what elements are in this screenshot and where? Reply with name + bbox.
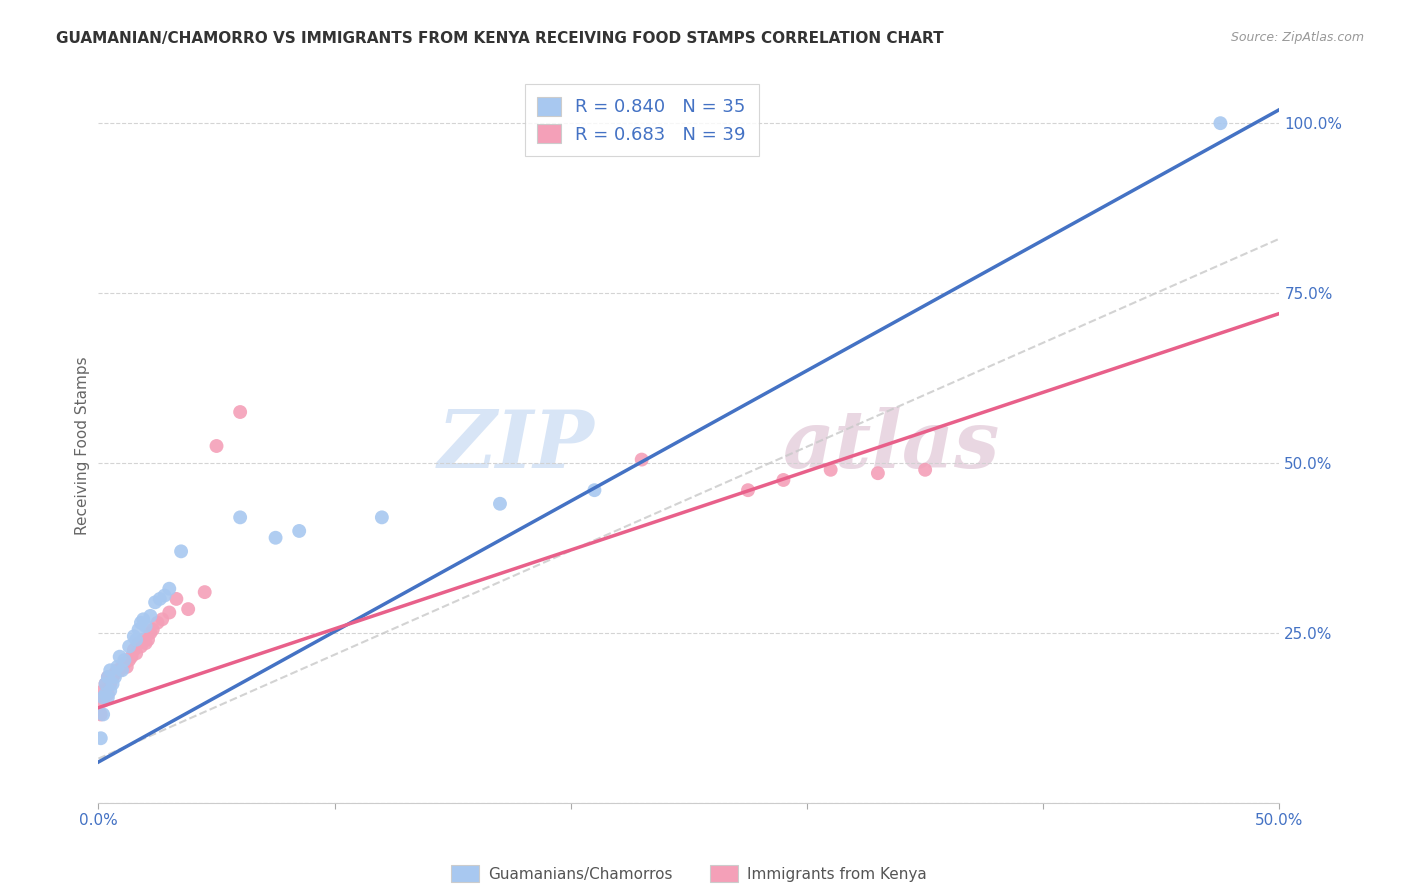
- Point: [139, 626, 162, 640]
- Point: [165, 591, 187, 606]
- Point: [264, 531, 287, 545]
- Point: [91, 690, 114, 705]
- Point: [105, 660, 128, 674]
- Point: [94, 687, 117, 701]
- Point: [90, 707, 112, 722]
- Point: [115, 660, 138, 674]
- Point: [288, 524, 311, 538]
- Point: [91, 683, 114, 698]
- Point: [121, 649, 143, 664]
- Point: [489, 497, 512, 511]
- Point: [157, 606, 180, 620]
- Point: [97, 690, 120, 705]
- Point: [143, 595, 166, 609]
- Text: ZIP: ZIP: [437, 408, 595, 484]
- Point: [129, 615, 152, 630]
- Point: [820, 463, 842, 477]
- Point: [98, 677, 121, 691]
- Point: [866, 466, 889, 480]
- Point: [170, 544, 193, 558]
- Text: Source: ZipAtlas.com: Source: ZipAtlas.com: [1230, 31, 1364, 45]
- Point: [111, 660, 134, 674]
- Point: [205, 439, 228, 453]
- Y-axis label: Receiving Food Stamps: Receiving Food Stamps: [75, 357, 90, 535]
- Point: [132, 612, 155, 626]
- Point: [150, 612, 173, 626]
- Point: [371, 510, 394, 524]
- Point: [122, 643, 145, 657]
- Point: [914, 463, 936, 477]
- Point: [97, 670, 120, 684]
- Text: atlas: atlas: [783, 408, 1001, 484]
- Text: GUAMANIAN/CHAMORRO VS IMMIGRANTS FROM KENYA RECEIVING FOOD STAMPS CORRELATION CH: GUAMANIAN/CHAMORRO VS IMMIGRANTS FROM KE…: [56, 31, 943, 46]
- Point: [229, 510, 252, 524]
- Point: [122, 629, 145, 643]
- Point: [118, 640, 141, 654]
- Point: [194, 585, 217, 599]
- Point: [91, 694, 114, 708]
- Point: [129, 640, 152, 654]
- Point: [177, 602, 200, 616]
- Point: [101, 670, 124, 684]
- Point: [94, 677, 117, 691]
- Point: [630, 452, 652, 467]
- Point: [104, 670, 127, 684]
- Point: [132, 632, 155, 647]
- Point: [91, 707, 114, 722]
- Point: [583, 483, 606, 498]
- Point: [136, 632, 159, 647]
- Point: [153, 589, 176, 603]
- Point: [146, 615, 169, 630]
- Point: [108, 663, 131, 677]
- Point: [1209, 116, 1232, 130]
- Point: [737, 483, 759, 498]
- Point: [98, 663, 121, 677]
- Point: [118, 653, 141, 667]
- Point: [97, 670, 120, 684]
- Point: [142, 623, 165, 637]
- Point: [139, 608, 162, 623]
- Point: [105, 663, 128, 677]
- Point: [149, 591, 172, 606]
- Point: [104, 666, 127, 681]
- Point: [125, 632, 148, 647]
- Point: [229, 405, 252, 419]
- Legend: Guamanians/Chamorros, Immigrants from Kenya: Guamanians/Chamorros, Immigrants from Ke…: [444, 859, 934, 888]
- Point: [94, 677, 117, 691]
- Point: [157, 582, 180, 596]
- Point: [772, 473, 794, 487]
- Point: [125, 646, 148, 660]
- Point: [112, 653, 135, 667]
- Point: [97, 687, 120, 701]
- Point: [128, 636, 150, 650]
- Point: [135, 619, 157, 633]
- Point: [128, 623, 150, 637]
- Point: [108, 649, 131, 664]
- Point: [101, 677, 124, 691]
- Point: [112, 657, 135, 671]
- Point: [98, 683, 121, 698]
- Point: [135, 636, 157, 650]
- Point: [111, 663, 134, 677]
- Point: [90, 731, 112, 746]
